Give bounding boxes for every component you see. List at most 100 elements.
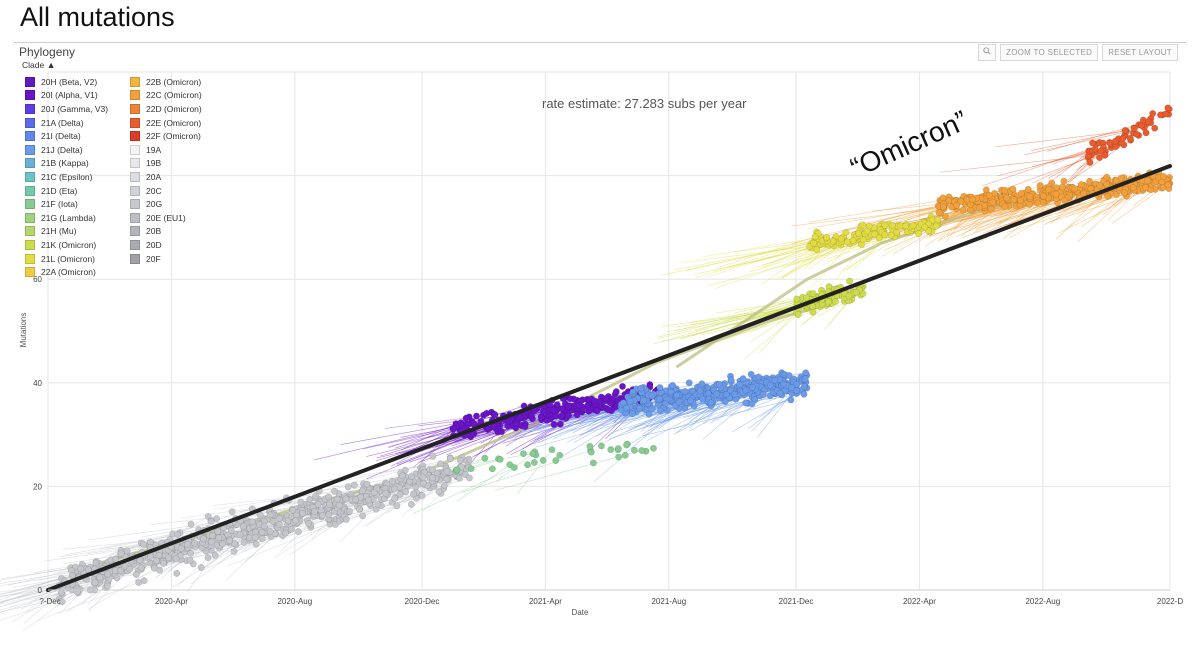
tree-tip-point[interactable] [953, 201, 961, 209]
tree-tip-point[interactable] [859, 221, 867, 229]
tree-tip-point[interactable] [1040, 192, 1047, 200]
tree-tip-point[interactable] [333, 495, 341, 503]
tree-tip-point[interactable] [809, 290, 817, 297]
tree-tip-point[interactable] [1162, 110, 1170, 118]
tree-tip-point[interactable] [1119, 135, 1127, 142]
tree-tip-point[interactable] [785, 372, 793, 379]
tree-tip-point[interactable] [598, 442, 605, 450]
tree-tip-point[interactable] [1121, 127, 1129, 134]
tree-tip-point[interactable] [251, 533, 259, 541]
legend-item[interactable]: 21A (Delta) [25, 116, 130, 130]
tree-tip-point[interactable] [780, 380, 787, 388]
tree-tip-point[interactable] [619, 382, 626, 390]
tree-tip-point[interactable] [589, 459, 597, 467]
tree-tip-point[interactable] [1060, 177, 1068, 185]
tree-tip-point[interactable] [240, 538, 248, 546]
tree-tip-point[interactable] [408, 501, 415, 508]
tree-tip-point[interactable] [215, 534, 223, 542]
tree-tip-point[interactable] [1058, 183, 1066, 191]
tree-tip-point[interactable] [667, 388, 675, 396]
tree-tip-point[interactable] [722, 391, 730, 398]
tree-tip-point[interactable] [473, 412, 480, 420]
tree-tip-point[interactable] [481, 454, 489, 462]
tree-tip-point[interactable] [319, 512, 326, 519]
tree-tip-point[interactable] [721, 398, 729, 406]
tree-tip-point[interactable] [915, 230, 923, 238]
tree-tip-point[interactable] [282, 529, 289, 537]
tree-tip-point[interactable] [934, 216, 942, 224]
tree-tip-point[interactable] [543, 416, 551, 424]
tree-tip-point[interactable] [435, 487, 443, 495]
tree-tip-point[interactable] [811, 233, 819, 241]
tree-tip-point[interactable] [1061, 197, 1069, 204]
tree-tip-point[interactable] [530, 459, 538, 466]
tree-tip-point[interactable] [802, 369, 810, 377]
tree-tip-point[interactable] [399, 472, 406, 480]
tree-tip-point[interactable] [759, 391, 767, 398]
tree-tip-point[interactable] [837, 235, 845, 243]
tree-tip-point[interactable] [1151, 124, 1159, 132]
tree-tip-point[interactable] [173, 569, 181, 577]
tree-tip-point[interactable] [788, 384, 796, 392]
tree-tip-point[interactable] [801, 375, 809, 383]
tree-tip-point[interactable] [892, 229, 900, 236]
tree-tip-point[interactable] [1126, 134, 1134, 142]
tree-tip-point[interactable] [553, 401, 561, 409]
tree-tip-point[interactable] [292, 517, 300, 525]
tree-tip-point[interactable] [887, 231, 895, 239]
tree-tip-point[interactable] [935, 209, 943, 216]
tree-tip-point[interactable] [921, 223, 929, 231]
legend-item[interactable]: 21I (Delta) [25, 129, 130, 143]
tree-tip-point[interactable] [662, 399, 669, 407]
tree-tip-point[interactable] [842, 229, 850, 236]
tree-tip-point[interactable] [489, 465, 496, 473]
tree-tip-point[interactable] [1017, 189, 1025, 197]
tree-tip-point[interactable] [1077, 181, 1085, 189]
tree-tip-point[interactable] [104, 570, 112, 578]
tree-tip-point[interactable] [539, 456, 547, 464]
tree-tip-point[interactable] [742, 386, 750, 394]
tree-tip-point[interactable] [803, 294, 810, 302]
tree-tip-point[interactable] [648, 392, 656, 400]
tree-tip-point[interactable] [58, 598, 66, 606]
tree-tip-point[interactable] [849, 237, 857, 244]
tree-tip-point[interactable] [793, 295, 801, 303]
tree-tip-point[interactable] [1142, 129, 1150, 137]
tree-tip-point[interactable] [275, 521, 283, 528]
tree-tip-point[interactable] [731, 390, 739, 398]
tree-tip-point[interactable] [325, 511, 333, 519]
tree-tip-point[interactable] [591, 397, 599, 405]
tree-tip-point[interactable] [342, 516, 350, 523]
tree-tip-point[interactable] [713, 390, 721, 398]
tree-tip-point[interactable] [441, 481, 448, 489]
tree-tip-point[interactable] [566, 395, 574, 403]
tree-tip-point[interactable] [92, 559, 100, 567]
legend-item[interactable]: 20G [130, 197, 230, 211]
tree-tip-point[interactable] [524, 461, 531, 469]
tree-tip-point[interactable] [638, 447, 646, 454]
tree-tip-point[interactable] [252, 540, 260, 548]
tree-tip-point[interactable] [365, 496, 372, 504]
tree-tip-point[interactable] [226, 537, 234, 545]
tree-tip-point[interactable] [1117, 174, 1125, 182]
tree-tip-point[interactable] [698, 380, 706, 388]
tree-tip-point[interactable] [888, 221, 896, 229]
tree-tip-point[interactable] [269, 517, 277, 525]
tree-tip-point[interactable] [987, 205, 995, 213]
tree-tip-point[interactable] [829, 237, 837, 245]
tree-tip-point[interactable] [736, 381, 744, 389]
tree-tip-point[interactable] [358, 487, 366, 495]
tree-tip-point[interactable] [809, 303, 816, 310]
tree-tip-point[interactable] [325, 493, 332, 501]
tree-tip-point[interactable] [587, 448, 595, 456]
legend-item[interactable]: 22C (Omicron) [130, 89, 230, 103]
legend-item[interactable]: 22E (Omicron) [130, 116, 230, 130]
tree-tip-point[interactable] [1045, 186, 1053, 193]
tree-tip-point[interactable] [787, 396, 795, 404]
tree-tip-point[interactable] [456, 456, 464, 464]
legend-item[interactable]: 22D (Omicron) [130, 102, 230, 116]
tree-tip-point[interactable] [521, 423, 529, 430]
tree-tip-point[interactable] [640, 396, 648, 404]
tree-tip-point[interactable] [556, 420, 564, 428]
tree-tip-point[interactable] [409, 490, 417, 498]
